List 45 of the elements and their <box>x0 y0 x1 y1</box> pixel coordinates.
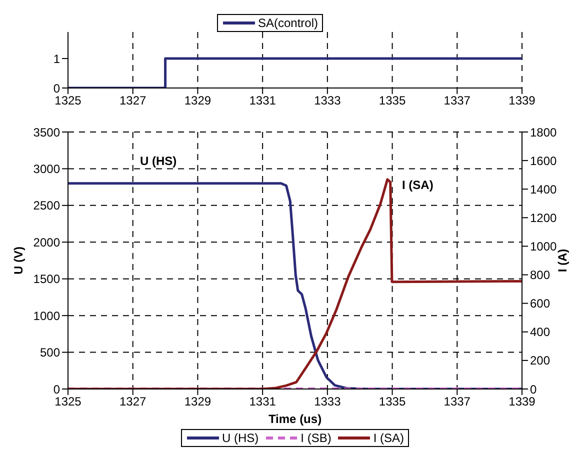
x-tick-label: 1325 <box>54 394 82 409</box>
legend-label: I (SA) <box>373 431 404 445</box>
y-tick-label: 2500 <box>33 198 60 213</box>
x-tick-label: 1339 <box>508 394 536 409</box>
y2-tick-label: 200 <box>530 354 550 368</box>
y2-tick-label: 0 <box>530 382 537 396</box>
x-tick-label: 1335 <box>378 94 406 108</box>
y-tick-label: 0 <box>53 81 60 96</box>
x-tick-label: 1337 <box>444 94 471 108</box>
legend-label: SA(control) <box>258 16 318 30</box>
annotation: I (SA) <box>402 178 434 192</box>
y-tick-label: 1500 <box>33 272 60 286</box>
y-tick-label: 3500 <box>33 125 60 140</box>
x-tick-label: 1333 <box>314 94 342 108</box>
x-tick-label: 1335 <box>378 394 406 409</box>
y-tick-label: 1000 <box>33 308 60 323</box>
annotation: U (HS) <box>140 154 177 168</box>
x-tick-label: 1329 <box>184 94 212 108</box>
x-tick-label: 1339 <box>508 94 536 108</box>
y-tick-label: 500 <box>40 346 60 360</box>
y-axis-title: U (V) <box>11 246 26 274</box>
y2-tick-label: 1000 <box>530 239 558 254</box>
x-tick-label: 1329 <box>184 394 212 409</box>
x-tick-label: 1325 <box>54 94 82 108</box>
y-tick-label: 2000 <box>33 235 60 250</box>
y-tick-label: 3000 <box>33 162 60 176</box>
y2-tick-label: 600 <box>530 296 550 311</box>
y-tick-label: 1 <box>53 52 60 66</box>
x-tick-label: 1331 <box>249 394 276 409</box>
y2-tick-label: 800 <box>530 268 550 282</box>
x-tick-label: 1333 <box>314 394 342 409</box>
y2-tick-label: 1400 <box>530 182 558 196</box>
x-tick-label: 1337 <box>444 394 471 409</box>
y2-axis-title: I (A) <box>555 248 570 272</box>
y2-tick-label: 400 <box>530 325 550 340</box>
x-tick-label: 1331 <box>249 94 276 108</box>
y2-tick-label: 1800 <box>530 125 558 140</box>
legend-label: I (SB) <box>300 431 332 445</box>
x-tick-label: 1327 <box>120 94 147 108</box>
x-axis-title: Time (us) <box>268 412 322 426</box>
legend-label: U (HS) <box>222 431 259 445</box>
y2-tick-label: 1200 <box>530 210 558 225</box>
y2-tick-label: 1600 <box>530 154 558 168</box>
x-tick-label: 1327 <box>120 394 147 409</box>
y-tick-label: 0 <box>53 382 60 396</box>
